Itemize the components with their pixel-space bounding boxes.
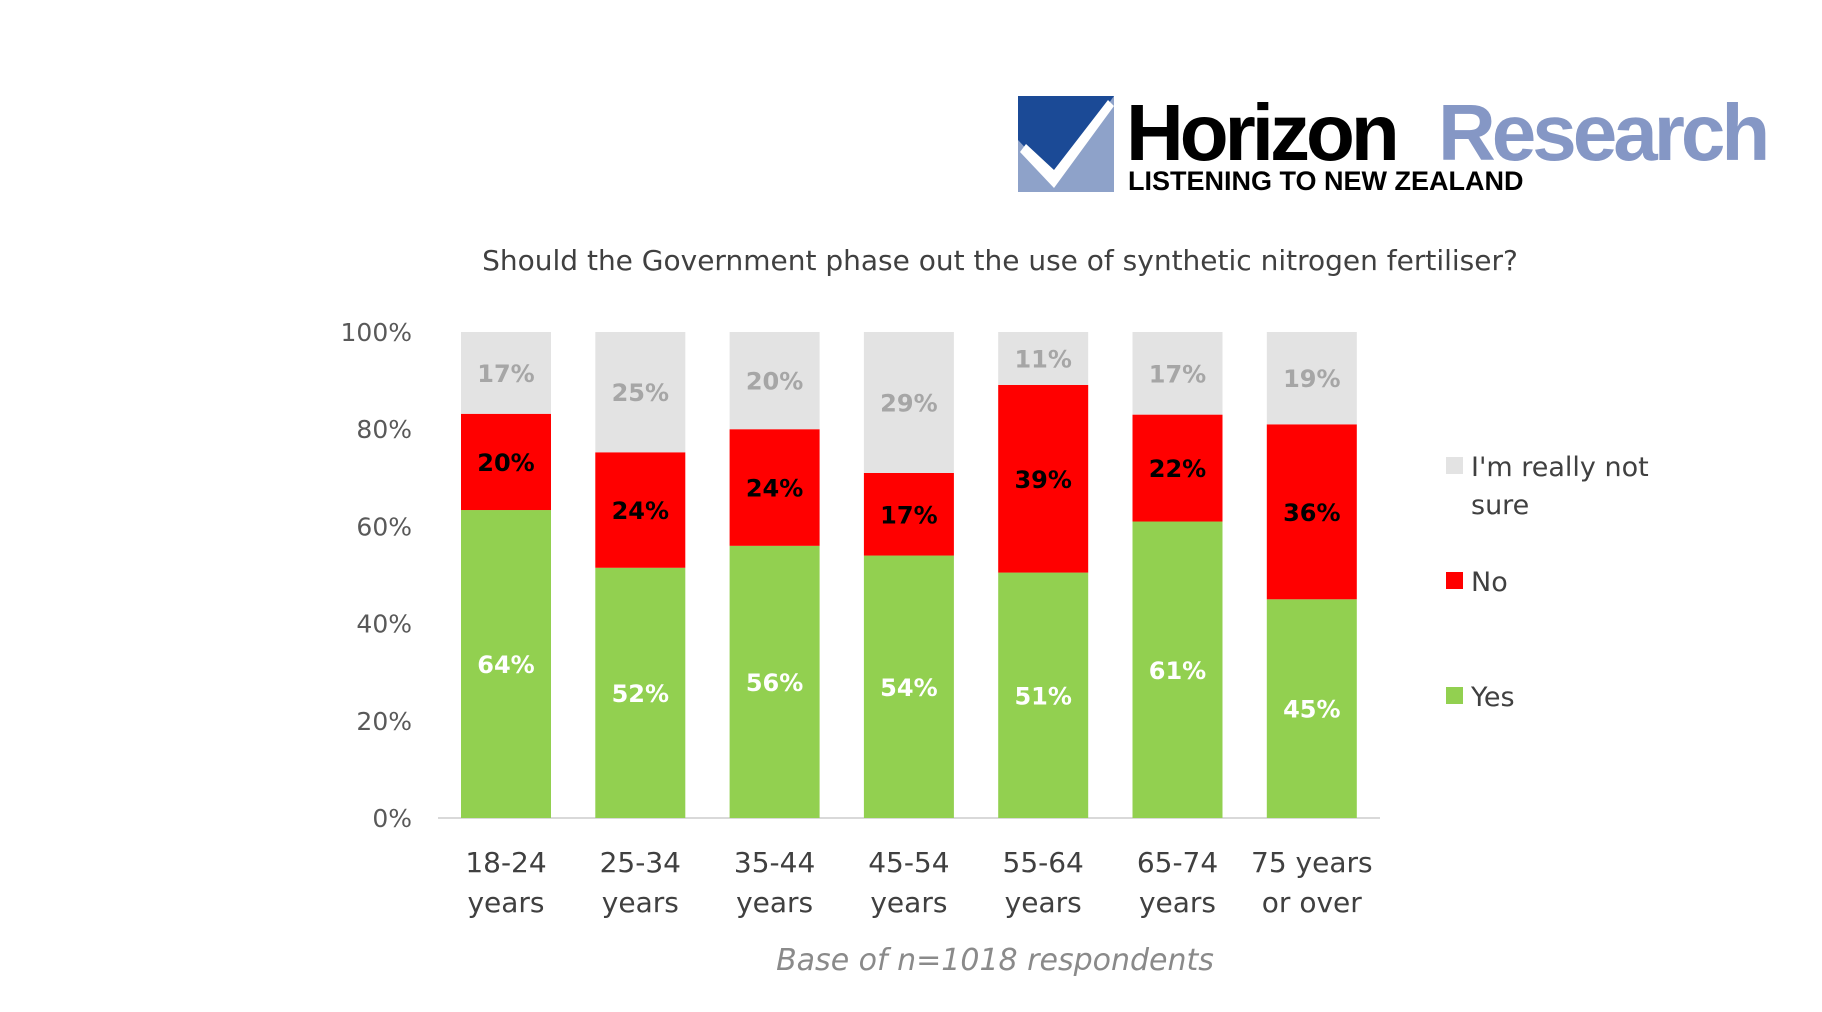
category-labels: 18-24 years 25-34 years 35-44 years 45-54 years… xyxy=(465,846,1372,919)
category-label: 45-54 xyxy=(868,846,949,879)
bar-segment xyxy=(595,567,686,818)
footnote: Base of n=1018 respondents xyxy=(776,943,1214,978)
data-label: 17% xyxy=(477,360,534,388)
legend-label: I'm really not xyxy=(1471,452,1649,483)
bar-segment xyxy=(998,572,1089,818)
y-tick-label: 60% xyxy=(356,512,412,541)
bar-segment xyxy=(998,384,1089,573)
data-label: 39% xyxy=(1014,466,1071,494)
bar-segment xyxy=(1266,424,1357,600)
data-label: 20% xyxy=(477,449,534,477)
bar-segment xyxy=(1266,332,1357,425)
data-label: 17% xyxy=(1149,360,1206,388)
category-label: 18-24 xyxy=(465,846,546,879)
category-label: 55-64 xyxy=(1003,846,1084,879)
bar-segment xyxy=(595,332,686,453)
bar-segment xyxy=(1266,599,1357,818)
bar-segment xyxy=(729,429,820,546)
data-label: 29% xyxy=(880,389,937,417)
y-tick-label: 100% xyxy=(341,318,412,347)
y-axis: 0% 20% 40% 60% 80% 100% xyxy=(341,318,412,833)
category-label: years xyxy=(1005,886,1082,919)
category-label: 65-74 xyxy=(1137,846,1218,879)
bars: 64% 20% 17% 52% 24% 25% 56% 24% 20% 54% 17% 29% 51% 3… xyxy=(461,332,1357,818)
legend-label: No xyxy=(1471,567,1508,598)
legend-swatch xyxy=(1446,572,1463,589)
y-tick-label: 0% xyxy=(372,804,412,833)
data-label: 51% xyxy=(1014,682,1071,710)
bar-segment xyxy=(595,452,686,568)
bar-segment xyxy=(1132,414,1223,522)
data-label: 45% xyxy=(1283,696,1340,724)
bar-segment xyxy=(461,413,551,511)
logo-brand-dark: Horizon xyxy=(1126,96,1396,177)
data-label: 56% xyxy=(746,669,803,697)
data-label: 52% xyxy=(612,680,669,708)
y-tick-label: 40% xyxy=(356,610,412,639)
data-label: 20% xyxy=(746,368,803,396)
logo-brand-light: Research xyxy=(1438,96,1766,177)
horizon-research-logo: Horizon Research LISTENING TO NEW ZEALAN… xyxy=(1018,96,1770,192)
legend-swatch xyxy=(1446,457,1463,474)
bar-segment xyxy=(863,472,954,556)
data-label: 36% xyxy=(1283,499,1340,527)
category-label: 75 years xyxy=(1251,846,1373,879)
data-label: 24% xyxy=(612,497,669,525)
bar-segment xyxy=(863,332,954,473)
bar-segment xyxy=(863,555,954,818)
bar-segment xyxy=(729,545,820,818)
legend-label: Yes xyxy=(1470,682,1515,713)
bar-segment xyxy=(729,332,820,430)
data-label: 11% xyxy=(1014,345,1071,373)
data-label: 61% xyxy=(1149,657,1206,685)
bar-segment xyxy=(461,332,551,414)
legend-swatch xyxy=(1446,687,1463,704)
category-label: 25-34 xyxy=(600,846,681,879)
y-tick-label: 80% xyxy=(356,415,412,444)
bar-segment xyxy=(1132,332,1223,415)
data-label: 22% xyxy=(1149,455,1206,483)
logo-tagline: LISTENING TO NEW ZEALAND xyxy=(1128,166,1524,192)
category-label: years xyxy=(1139,886,1216,919)
data-label: 17% xyxy=(880,501,937,529)
check-icon-white xyxy=(1020,100,1114,188)
data-label: 54% xyxy=(880,674,937,702)
category-label: or over xyxy=(1262,886,1362,919)
category-label: years xyxy=(602,886,679,919)
data-label: 64% xyxy=(477,651,534,679)
category-label: years xyxy=(870,886,947,919)
category-label: years xyxy=(467,886,544,919)
data-label: 19% xyxy=(1283,365,1340,393)
category-label: 35-44 xyxy=(734,846,815,879)
category-label: years xyxy=(736,886,813,919)
bar-segment xyxy=(461,510,551,818)
legend: I'm really not sure No Yes xyxy=(1446,452,1649,713)
chart-title: Should the Government phase out the use … xyxy=(482,244,1518,277)
bar-segment xyxy=(998,332,1089,385)
data-label: 25% xyxy=(612,379,669,407)
legend-label: sure xyxy=(1471,490,1529,521)
data-label: 24% xyxy=(746,475,803,503)
bar-segment xyxy=(1132,521,1223,818)
y-tick-label: 20% xyxy=(356,707,412,736)
